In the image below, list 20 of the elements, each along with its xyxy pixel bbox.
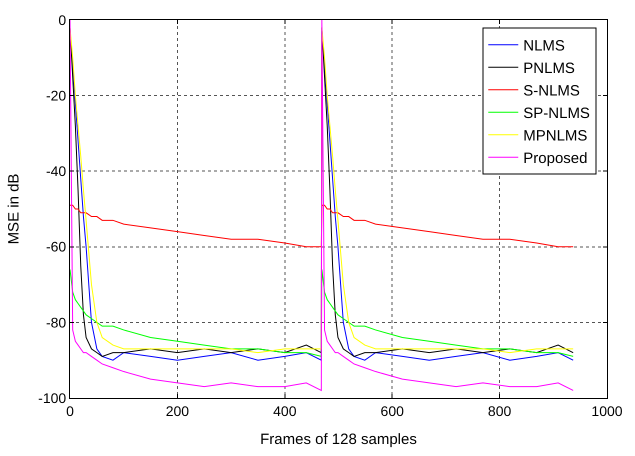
y-tick-label: -100 [38, 390, 66, 406]
x-tick-label: 200 [166, 402, 190, 419]
y-tick-label: -60 [46, 238, 66, 255]
y-axis-title: MSE in dB [5, 174, 22, 244]
y-tick-label: -40 [46, 163, 66, 180]
legend-label: MPNLMS [523, 128, 588, 145]
y-tick-label: -20 [46, 88, 66, 104]
x-tick-label: 600 [380, 402, 404, 419]
x-axis-title: Frames of 128 samples [260, 430, 417, 448]
legend-label: NLMS [523, 38, 565, 55]
y-tick-label: -80 [46, 314, 66, 330]
line-series [70, 204, 574, 248]
legend-label: PNLMS [523, 60, 575, 78]
y-tick-label: 0 [58, 12, 66, 28]
legend-label: SP-NLMS [523, 105, 590, 122]
legend-label: S-NLMS [523, 82, 580, 100]
x-tick-label: 800 [488, 402, 512, 419]
x-tick-label: 400 [273, 402, 297, 419]
x-tick-label: 1000 [591, 402, 623, 419]
legend-label: Proposed [523, 150, 588, 168]
